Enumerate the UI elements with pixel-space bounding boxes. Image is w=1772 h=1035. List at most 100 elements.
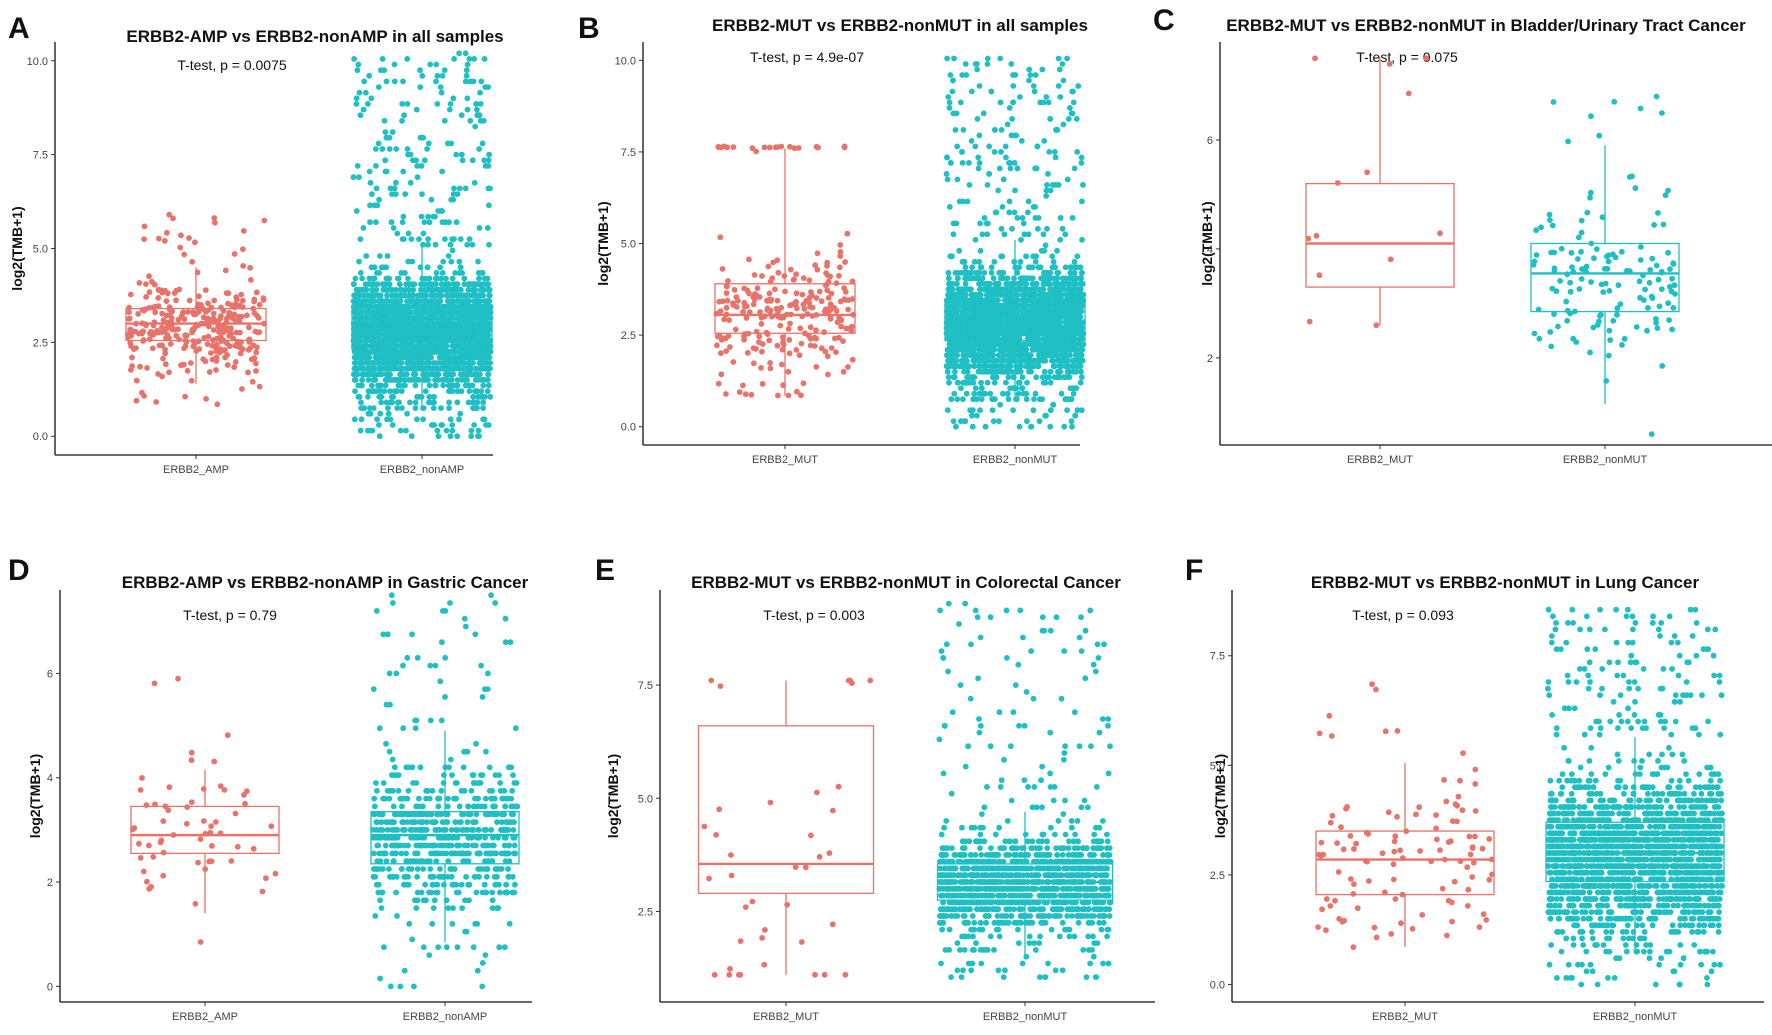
data-point bbox=[352, 326, 359, 333]
data-point bbox=[376, 433, 383, 440]
data-point bbox=[408, 236, 415, 243]
data-point bbox=[831, 335, 838, 342]
data-point bbox=[391, 332, 398, 338]
data-point bbox=[464, 61, 471, 68]
data-point bbox=[1073, 116, 1080, 122]
data-point bbox=[222, 354, 229, 361]
data-point bbox=[424, 146, 430, 152]
data-point bbox=[464, 95, 471, 102]
data-point bbox=[216, 349, 223, 356]
data-point bbox=[458, 151, 465, 158]
data-point bbox=[1055, 55, 1062, 62]
data-point bbox=[353, 348, 360, 355]
data-point bbox=[356, 315, 363, 321]
panel-a: A ERBB2-AMP vs ERBB2-nonAMP in all sample… bbox=[8, 12, 504, 476]
data-point bbox=[384, 292, 390, 299]
data-point bbox=[440, 258, 447, 265]
data-point bbox=[412, 332, 418, 338]
data-point bbox=[355, 61, 362, 68]
data-point bbox=[244, 312, 250, 319]
data-point bbox=[472, 405, 479, 411]
data-point bbox=[239, 297, 246, 304]
data-point bbox=[467, 117, 474, 124]
data-point bbox=[451, 56, 457, 62]
data-point bbox=[815, 144, 821, 151]
data-point bbox=[141, 236, 148, 243]
data-point bbox=[251, 298, 257, 305]
data-point bbox=[482, 315, 489, 321]
data-point bbox=[146, 289, 153, 296]
data-point bbox=[717, 308, 724, 314]
data-point bbox=[426, 219, 433, 226]
data-point bbox=[253, 368, 259, 374]
data-point bbox=[828, 345, 835, 351]
data-point bbox=[363, 253, 370, 259]
data-point bbox=[443, 309, 450, 316]
data-point bbox=[399, 117, 405, 124]
data-point bbox=[378, 264, 385, 271]
data-point bbox=[471, 298, 477, 304]
data-point bbox=[726, 317, 733, 323]
data-point bbox=[1047, 407, 1054, 414]
data-point bbox=[982, 423, 989, 430]
data-point bbox=[950, 418, 957, 425]
data-point bbox=[392, 191, 399, 198]
data-point bbox=[1009, 116, 1015, 122]
data-point bbox=[842, 259, 848, 265]
data-point bbox=[840, 338, 846, 344]
data-point bbox=[167, 341, 174, 347]
data-point bbox=[420, 134, 427, 141]
data-point bbox=[427, 61, 434, 68]
data-point bbox=[179, 310, 186, 316]
data-point bbox=[978, 379, 984, 386]
data-point bbox=[205, 320, 212, 326]
data-point bbox=[482, 365, 489, 372]
data-point bbox=[371, 320, 378, 327]
data-point bbox=[1019, 374, 1026, 381]
data-point bbox=[1079, 346, 1086, 353]
data-point bbox=[724, 297, 731, 304]
data-point bbox=[352, 343, 359, 349]
data-point bbox=[402, 365, 409, 372]
data-point bbox=[461, 343, 467, 349]
data-point bbox=[193, 321, 199, 328]
data-point bbox=[758, 321, 765, 327]
data-point bbox=[366, 72, 373, 79]
data-point bbox=[394, 405, 401, 411]
data-point bbox=[370, 326, 376, 333]
data-point bbox=[426, 393, 433, 400]
data-point bbox=[779, 334, 786, 341]
data-point bbox=[780, 382, 786, 389]
data-point bbox=[435, 433, 442, 440]
data-point bbox=[152, 309, 159, 316]
data-point bbox=[358, 354, 365, 361]
data-point bbox=[796, 352, 803, 359]
data-point bbox=[418, 326, 425, 333]
data-point bbox=[139, 320, 146, 327]
data-point bbox=[391, 78, 398, 85]
data-point bbox=[788, 311, 794, 318]
data-point bbox=[203, 396, 210, 402]
data-point bbox=[465, 354, 472, 361]
data-point bbox=[223, 340, 230, 346]
data-point bbox=[841, 144, 848, 151]
data-point bbox=[1009, 225, 1015, 232]
data-point bbox=[730, 144, 737, 151]
data-point bbox=[487, 393, 494, 400]
data-point bbox=[795, 145, 802, 151]
data-point bbox=[486, 343, 492, 349]
data-point bbox=[398, 343, 404, 349]
data-point bbox=[432, 382, 439, 389]
data-point bbox=[454, 377, 461, 383]
data-point bbox=[740, 382, 746, 389]
data-point bbox=[750, 345, 757, 351]
data-point bbox=[428, 315, 435, 321]
data-point bbox=[990, 275, 997, 282]
data-point bbox=[715, 380, 722, 387]
data-point bbox=[448, 377, 455, 383]
data-point bbox=[432, 213, 438, 220]
data-point bbox=[408, 309, 414, 316]
data-point bbox=[130, 346, 137, 352]
data-point bbox=[182, 332, 189, 339]
